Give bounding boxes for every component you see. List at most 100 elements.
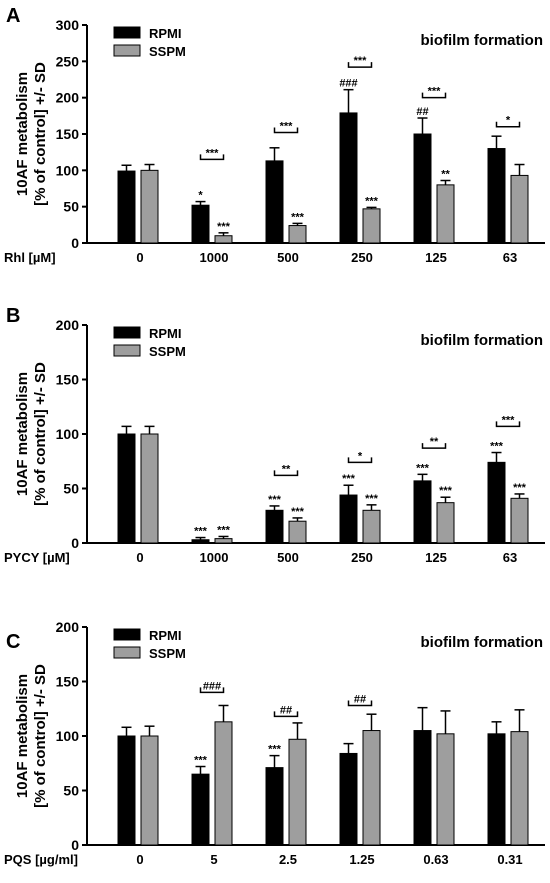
comparison-bracket [273,470,299,477]
comparison-bracket [495,121,521,128]
bar-sspm [140,433,159,544]
bar-sspm [362,208,381,244]
y-tick-label: 0 [71,837,79,853]
bar-rpmi [117,170,136,244]
bar-rpmi [265,160,284,244]
bar-sspm [140,169,159,244]
significance-label: ## [416,106,428,118]
x-axis-label: PYCY [µM] [4,550,70,565]
panel-a: A 10AF metabolism [% of control] +/- SD 0 50… [4,5,545,265]
bar-sspm [510,731,529,846]
bar-rpmi [191,773,210,846]
y-tick-label: 150 [56,674,80,690]
x-tick-label: 1.25 [349,852,374,867]
comparison-label: *** [502,414,516,426]
x-tick-label: 2.5 [279,852,297,867]
y-axis-label-line1: 10AF metabolism [14,372,31,496]
bar-sspm [214,538,233,544]
significance-label: *** [268,744,282,756]
comparison-label: *** [428,86,442,98]
significance-label: *** [194,755,208,767]
x-tick-label: 0 [136,550,143,565]
y-tick-label: 100 [56,162,80,178]
significance-label: *** [513,482,527,494]
x-tick-label: 5 [210,852,217,867]
panel-title: biofilm formation [421,634,544,651]
significance-label: *** [194,526,208,538]
significance-label: *** [365,493,379,505]
significance-label: *** [439,485,453,497]
bar-rpmi [487,461,506,544]
y-tick-label: 0 [71,535,79,551]
significance-label: *** [217,524,231,536]
comparison-label: * [358,450,363,462]
bar-rpmi [339,112,358,244]
y-axis-label-line2: [% of control] +/- SD [32,362,49,506]
y-tick-label: 0 [71,235,79,251]
comparison-bracket [273,127,299,134]
bar-sspm [140,735,159,846]
legend-swatch-rpmi [113,628,141,641]
bar-rpmi [487,733,506,846]
legend-label: RPMI [149,326,182,341]
comparison-bracket [347,700,373,707]
significance-label: *** [291,506,305,518]
significance-label: ### [339,78,357,90]
bar-rpmi [117,433,136,544]
bar-sspm [288,225,307,244]
x-tick-label: 0 [136,250,143,265]
y-tick-label: 200 [56,90,80,106]
y-tick-label: 200 [56,619,80,635]
comparison-label: *** [206,147,220,159]
comparison-label: *** [354,55,368,67]
bar-sspm [436,733,455,846]
x-tick-label: 63 [503,550,517,565]
y-axis-label-line2: [% of control] +/- SD [32,62,49,206]
x-tick-label: 500 [277,250,299,265]
bar-sspm [510,174,529,244]
x-tick-label: 250 [351,250,373,265]
comparison-bracket [199,154,225,161]
bar-sspm [436,184,455,244]
y-tick-label: 50 [63,199,79,215]
bar-sspm [214,721,233,846]
bar-rpmi [339,494,358,544]
significance-label: *** [365,195,379,207]
y-tick-label: 100 [56,426,80,442]
y-tick-label: 200 [56,317,80,333]
bar-rpmi [339,752,358,846]
comparison-bracket [347,62,373,68]
bar-sspm [214,235,233,244]
panel-c: C 10AF metabolism [% of control] +/- SD 0 5 0… [4,619,545,867]
comparison-label: * [506,115,511,127]
significance-label: *** [217,221,231,233]
legend-swatch-rpmi [113,326,141,339]
x-tick-label: 250 [351,550,373,565]
panel-letter: C [6,631,20,653]
y-tick-label: 250 [56,53,80,69]
panel-title: biofilm formation [421,32,544,49]
legend-label: RPMI [149,628,182,643]
legend-label: SSPM [149,44,186,59]
bar-rpmi [413,730,432,846]
bar-sspm [362,730,381,846]
x-tick-label: 1000 [200,550,229,565]
x-tick-label: 125 [425,250,447,265]
panel-letter: B [6,305,20,327]
bar-rpmi [413,480,432,544]
significance-label: *** [291,211,305,223]
bar-rpmi [265,767,284,846]
y-axis-label-line1: 10AF metabolism [14,674,31,798]
significance-label: *** [490,441,504,453]
x-tick-label: 0.31 [497,852,522,867]
comparison-label: ## [354,693,366,705]
x-tick-label: 1000 [200,250,229,265]
significance-label: *** [268,494,282,506]
y-axis-label-line2: [% of control] +/- SD [32,664,49,808]
comparison-label: ** [282,463,291,475]
significance-label: *** [342,473,356,485]
panel-letter: A [6,5,20,27]
bar-sspm [288,738,307,846]
